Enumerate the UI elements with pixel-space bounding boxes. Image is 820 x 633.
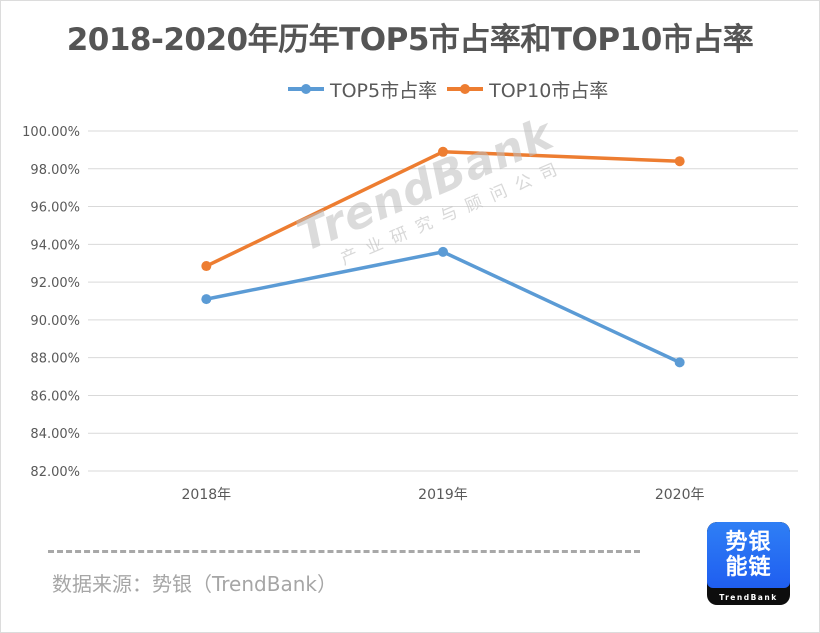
logo-badge: 势银 能链 [707,522,790,588]
legend: TOP5市占率 TOP10市占率 [288,76,618,102]
gridlines [88,130,798,472]
trendbank-logo: 势银 能链 TrendBank [707,522,790,605]
legend-item-top10: TOP10市占率 [447,76,608,103]
y-tick-label: 100.00% [22,125,80,140]
y-tick-label: 92.00% [30,276,80,291]
y-tick-label: 96.00% [30,201,80,216]
legend-swatch-top10 [447,84,484,94]
x-tick-label: 2019年 [418,487,468,503]
legend-swatch-top5 [288,84,324,94]
legend-label-top5: TOP5市占率 [330,79,438,102]
x-tick-label: 2018年 [182,487,232,503]
logo-brand: TrendBank [719,593,778,602]
logo-line-2: 能链 [725,555,772,580]
y-tick-label: 98.00% [30,163,80,178]
data-source-note: 数据来源：势银（TrendBank） [52,572,337,596]
data-point-top5 [674,357,685,368]
y-tick-label: 90.00% [30,314,80,329]
data-point-top10 [438,146,448,157]
series-layer [201,146,685,368]
y-tick-label: 86.00% [30,389,80,404]
y-tick-label: 94.00% [30,238,80,253]
y-axis: 82.00% 84.00% 86.00% 88.00% 90.00% 92.00% 94.0… [22,125,80,480]
x-axis: 2018年 2019年 2020年 [182,487,705,503]
data-point-top10 [674,156,685,167]
legend-label-top10: TOP10市占率 [489,79,609,102]
data-point-top10 [201,261,212,272]
data-point-top5 [438,246,448,257]
legend-item-top5: TOP5市占率 [288,76,437,103]
series-line-top5 [205,250,681,364]
y-tick-label: 82.00% [30,465,80,480]
line-chart: 82.00% 84.00% 86.00% 88.00% 90.00% 92.00% 94.0… [22,125,798,503]
data-point-top5 [201,294,212,305]
divider-dashed [48,550,640,553]
logo-line-1: 势银 [725,530,772,555]
chart-title: 2018-2020年历年TOP5市占率和TOP10市占率 [66,22,754,58]
y-tick-label: 84.00% [30,427,80,442]
y-tick-label: 88.00% [30,352,80,367]
x-tick-label: 2020年 [655,487,705,503]
